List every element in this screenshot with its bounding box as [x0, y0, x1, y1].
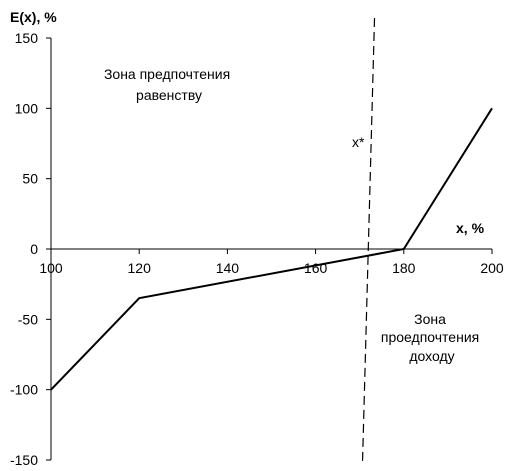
y-axis-title: E(x), % — [10, 9, 57, 25]
zone-income-line-1: Зона — [414, 311, 446, 327]
y-tick-label: -50 — [18, 311, 38, 327]
x-tick-label: 180 — [392, 260, 416, 276]
x-axis-title: x, % — [456, 220, 485, 236]
zone-income-label: Зона проедпочтения доходу — [381, 311, 483, 364]
x-tick-label: 100 — [39, 260, 63, 276]
reference-line-group — [361, 17, 376, 463]
y-tick-label: 100 — [15, 100, 39, 116]
zone-equality-line-1: Зона предпочтения — [104, 66, 230, 82]
zone-income-line-3: доходу — [409, 348, 454, 364]
x-tick-label: 160 — [304, 260, 328, 276]
x-tick-label: 140 — [216, 260, 240, 276]
zone-equality-line-2: равенству — [136, 87, 202, 103]
series — [50, 107, 493, 391]
zone-equality-label: Зона предпочтения равенству — [104, 66, 234, 103]
series-line — [50, 107, 493, 391]
zone-income-line-2: проедпочтения — [381, 329, 479, 345]
y-tick-label: 0 — [30, 241, 38, 257]
y-tick-label: -100 — [10, 382, 38, 398]
x-tick-label: 200 — [480, 260, 504, 276]
x-tick-label: 120 — [128, 260, 152, 276]
ref-line-label: x* — [352, 134, 365, 150]
axes — [46, 37, 493, 461]
y-tick-label: 150 — [15, 30, 39, 46]
labels: 150 100 50 0 -50 -100 -150 100 120 140 160 180 200 — [10, 30, 504, 468]
y-tick-label: -150 — [10, 452, 38, 468]
y-tick-label: 50 — [22, 171, 38, 187]
reference-line — [361, 17, 376, 463]
